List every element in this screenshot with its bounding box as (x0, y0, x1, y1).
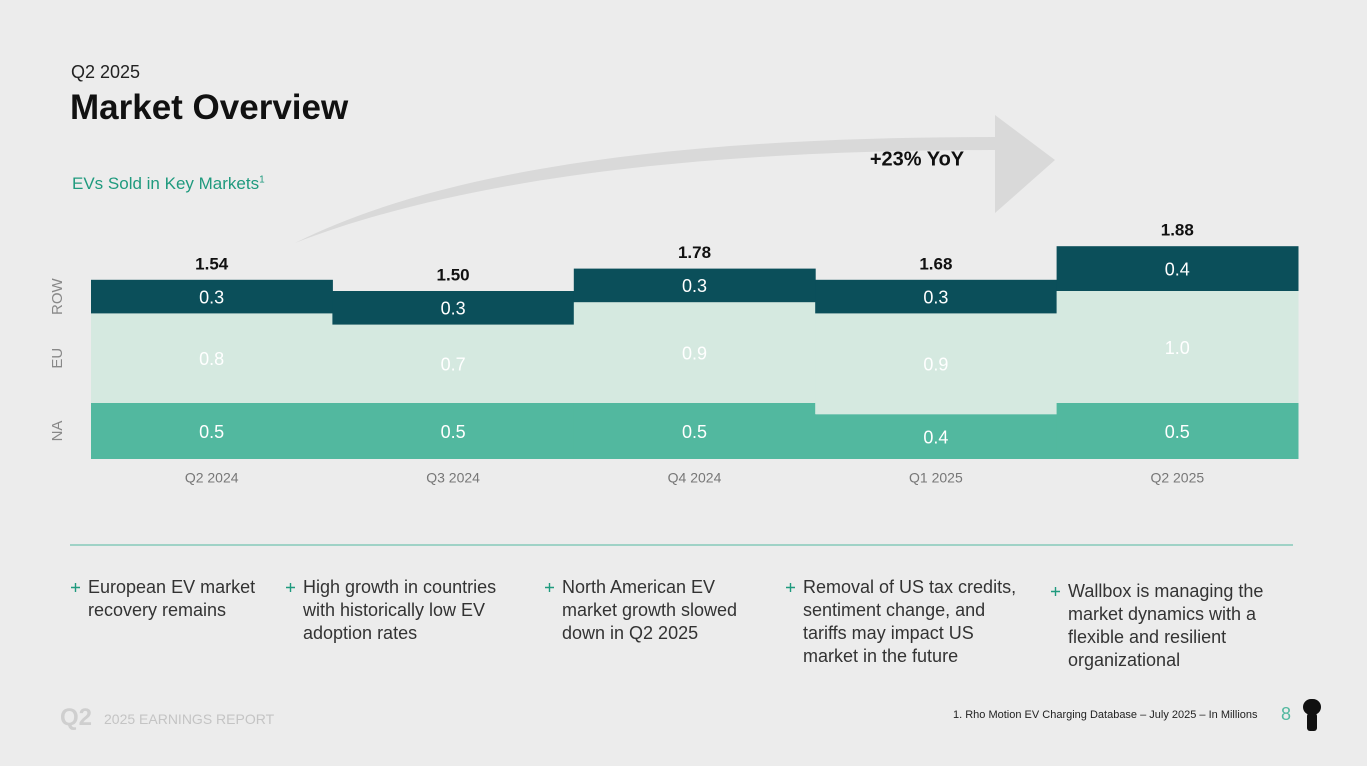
bullet: North American EV market growth slowed d… (545, 576, 762, 645)
segment-label: 0.5 (199, 422, 224, 442)
total-label: 1.50 (437, 265, 470, 284)
bar-segment (815, 414, 1058, 459)
footer-report: 2025 EARNINGS REPORT (104, 711, 275, 727)
bullet-plus (545, 583, 554, 592)
bar-segment (332, 291, 575, 325)
x-tick-label: Q2 2024 (185, 470, 239, 486)
growth-arrow (295, 115, 1055, 243)
x-tick-label: Q1 2025 (909, 470, 963, 486)
segment-label: 0.3 (199, 287, 224, 307)
bullet-text: North American EV market growth slowed d… (562, 577, 738, 643)
bar-segment (815, 313, 1058, 415)
segment-label: 0.7 (441, 355, 466, 375)
logo (1303, 699, 1321, 731)
segment-label: 0.9 (682, 343, 707, 363)
chart-title: EVs Sold in Key Markets1 (72, 174, 265, 194)
total-label: 1.54 (195, 254, 229, 273)
bullet-text: Removal of US tax credits, sentiment cha… (803, 577, 1017, 666)
annotation: +23% YoY (870, 148, 965, 170)
bar-segment (91, 313, 333, 403)
bullet-text: Wallbox is managing the market dynamics … (1068, 581, 1264, 670)
bar-segment (1056, 403, 1299, 459)
total-label: 1.88 (1161, 221, 1194, 240)
x-tick-label: Q2 2025 (1150, 470, 1204, 486)
bar-segment (815, 279, 1058, 314)
bar-segment (91, 403, 333, 459)
bar-segment (332, 324, 575, 403)
bar-segment (91, 279, 333, 314)
bullet-plus (1051, 587, 1060, 596)
segment-label: 0.9 (923, 355, 948, 375)
x-tick-label: Q3 2024 (426, 470, 480, 486)
bar-segment (332, 403, 575, 459)
title: Market Overview (70, 88, 349, 127)
segment-label: 0.5 (682, 422, 707, 442)
bullet: High growth in countries with historical… (286, 576, 503, 645)
total-label: 1.78 (678, 243, 711, 262)
segment-label: 0.8 (199, 349, 224, 369)
segment-label: 0.4 (1165, 259, 1190, 279)
bullet: Wallbox is managing the market dynamics … (1051, 580, 1268, 672)
bullet-plus (786, 583, 795, 592)
series-label: EU (49, 348, 66, 369)
segment-label: 0.5 (441, 422, 466, 442)
segment-label: 0.3 (923, 287, 948, 307)
segment-label: 0.3 (441, 299, 466, 319)
total-label: 1.68 (919, 254, 952, 273)
series-label: NA (49, 421, 66, 442)
segment-label: 1.0 (1165, 338, 1190, 358)
bar-segment (573, 268, 816, 303)
bar-segment (573, 302, 816, 403)
footnote-ref: 1 (259, 174, 265, 186)
footnote: 1. Rho Motion EV Charging Database – Jul… (953, 709, 1258, 721)
segment-label: 0.3 (682, 276, 707, 296)
bullet-plus (71, 583, 80, 592)
bar-segment (1056, 291, 1299, 403)
bar-segment (573, 403, 816, 459)
chart-title-text: EVs Sold in Key Markets (72, 174, 260, 193)
segment-label: 0.5 (1165, 422, 1190, 442)
bullet: European EV market recovery remains (71, 576, 288, 622)
eyebrow: Q2 2025 (71, 62, 141, 82)
footer-mark: Q2 (60, 704, 93, 731)
page-number: 8 (1281, 704, 1292, 724)
series-label: ROW (49, 277, 66, 315)
segment-label: 0.4 (923, 427, 948, 447)
bullet: Removal of US tax credits, sentiment cha… (786, 576, 1028, 668)
bar-segment (1056, 246, 1299, 291)
bullet-text: High growth in countries with historical… (303, 577, 497, 643)
bullet-plus (286, 583, 295, 592)
x-tick-label: Q4 2024 (668, 470, 722, 486)
bullet-text: European EV market recovery remains (88, 577, 256, 620)
